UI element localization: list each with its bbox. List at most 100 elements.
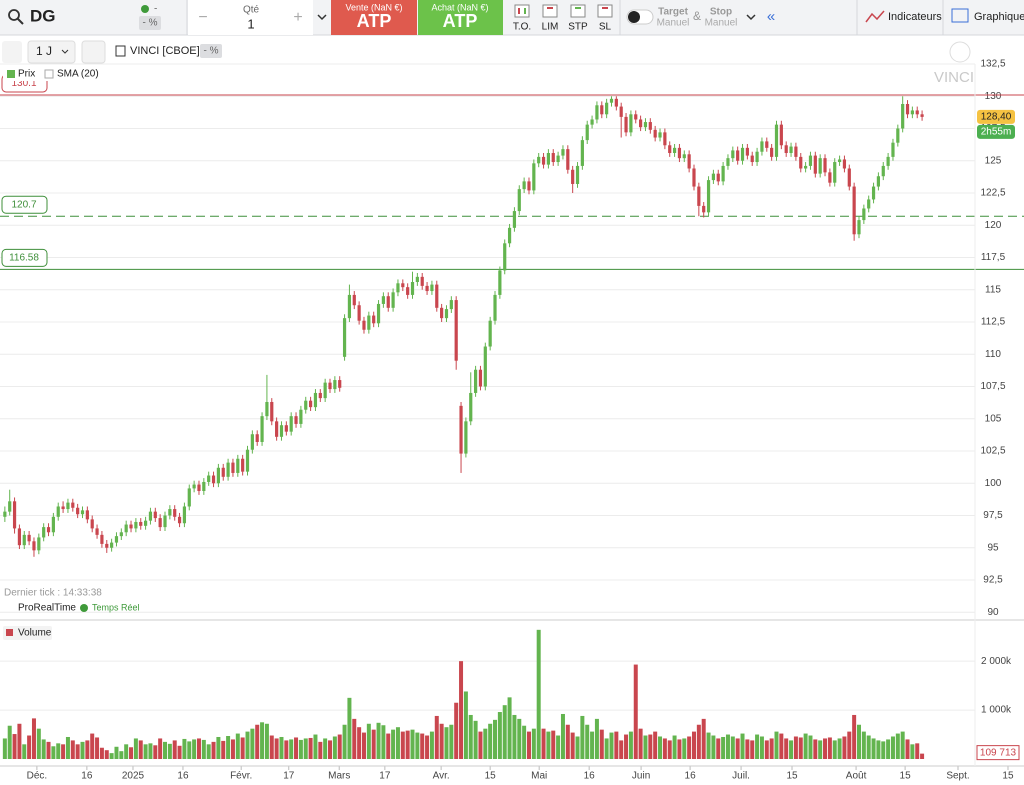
chart-button[interactable]: Graphique — [974, 11, 1024, 23]
period-box[interactable] — [27, 40, 76, 64]
x-tick-label: 16 — [685, 771, 697, 782]
order-type[interactable]: SL — [599, 22, 612, 33]
volume-bar — [667, 740, 672, 759]
volume-bar — [701, 718, 706, 759]
volume-bar — [556, 735, 561, 759]
candle-body — [799, 156, 803, 169]
volume-bar — [861, 731, 866, 759]
legend-swatch[interactable] — [44, 69, 54, 79]
candle-body — [415, 276, 419, 283]
candle-body — [857, 220, 861, 235]
collapse[interactable]: « — [767, 8, 775, 25]
candle-body — [90, 519, 94, 529]
volume-bar — [129, 747, 134, 759]
period: 1 J — [36, 44, 52, 58]
candle-body — [920, 114, 924, 117]
volume-bar — [376, 722, 381, 759]
x-tick-label: Mai — [531, 771, 547, 782]
buy-button[interactable] — [418, 0, 503, 35]
volume-bar — [507, 697, 512, 759]
volume-bar — [478, 731, 483, 759]
qty[interactable]: 1 — [247, 16, 254, 31]
source: ProRealTime — [18, 603, 76, 614]
volume-bar — [604, 738, 609, 759]
candle-body — [692, 168, 696, 187]
candle-body — [338, 380, 342, 388]
volume-bar — [56, 743, 61, 759]
plus[interactable]: + — [293, 9, 302, 26]
info-icon — [115, 45, 126, 57]
volume-bar — [531, 728, 536, 759]
search-icon[interactable] — [8, 9, 20, 21]
candle-body — [677, 147, 682, 159]
volume-bar — [721, 736, 726, 759]
x-tick-label: 2025 — [122, 771, 145, 782]
toggle-knob — [628, 11, 640, 23]
settings[interactable] — [949, 41, 971, 63]
candle-body — [333, 380, 337, 390]
candle-body — [871, 186, 876, 200]
candle-body — [270, 401, 274, 422]
candle-body — [896, 128, 900, 143]
volume-bar — [740, 733, 745, 759]
y-tick-label: 102,5 — [980, 446, 1005, 457]
candle-body — [837, 159, 842, 163]
candle-body — [736, 150, 740, 161]
minus[interactable]: − — [198, 9, 207, 26]
chart-type[interactable] — [81, 40, 106, 64]
x-tick-label: 16 — [177, 771, 189, 782]
candle-body — [784, 145, 788, 154]
legend-swatch[interactable] — [7, 70, 15, 78]
level-label: 120.7 — [11, 199, 36, 210]
chevron[interactable] — [746, 14, 756, 21]
volume-bar — [216, 736, 221, 759]
candle-body — [148, 511, 153, 521]
volume-bar — [12, 734, 17, 759]
volume-bar — [900, 731, 905, 759]
candle-body — [672, 147, 677, 154]
candle-body — [255, 434, 259, 442]
candle-body — [483, 346, 487, 387]
y-tick-label: 112,5 — [981, 317, 1006, 328]
volume-bar — [167, 743, 172, 759]
candle-body — [828, 172, 832, 183]
volume-bar — [347, 697, 352, 759]
volume-bar — [823, 738, 828, 759]
candle-body — [862, 208, 866, 221]
candle-body — [663, 132, 667, 146]
volume-title: Volume — [18, 628, 52, 639]
y-tick-label: 125 — [985, 155, 1002, 166]
legend-entry[interactable]: Prix — [18, 69, 35, 80]
volume-bar — [41, 739, 46, 759]
candle-body — [66, 502, 70, 510]
volume-bar — [881, 741, 886, 759]
y-tick-label: 120 — [985, 220, 1002, 231]
candle-body — [391, 292, 395, 308]
target-mode: Manuel — [657, 18, 690, 29]
y-tick-label: 100 — [985, 478, 1002, 489]
qty-box[interactable] — [188, 0, 313, 35]
order-type[interactable]: T.O. — [513, 22, 531, 33]
sell-button[interactable] — [331, 0, 417, 35]
volume-bar — [36, 728, 41, 759]
volume-bar — [716, 738, 721, 759]
candle-body — [347, 294, 352, 319]
candle-body — [406, 287, 410, 295]
volume-bar — [827, 737, 832, 759]
symbol[interactable]: DG — [30, 6, 56, 25]
candle-body — [498, 270, 502, 295]
order-type[interactable]: LIM — [542, 22, 559, 33]
handle[interactable] — [2, 41, 22, 63]
volume-bar — [658, 736, 663, 759]
candle-body — [105, 543, 109, 548]
candle-body — [401, 283, 405, 288]
volume-bar — [789, 740, 794, 759]
order-type[interactable]: STP — [568, 22, 588, 33]
last-tick: Dernier tick : 14:33:38 — [4, 588, 102, 599]
indicators-button[interactable]: Indicateurs — [888, 11, 942, 23]
volume-bar — [410, 729, 415, 759]
legend-entry[interactable]: SMA (20) — [57, 69, 99, 80]
chevron[interactable] — [317, 14, 327, 21]
volume-bar — [628, 731, 633, 759]
